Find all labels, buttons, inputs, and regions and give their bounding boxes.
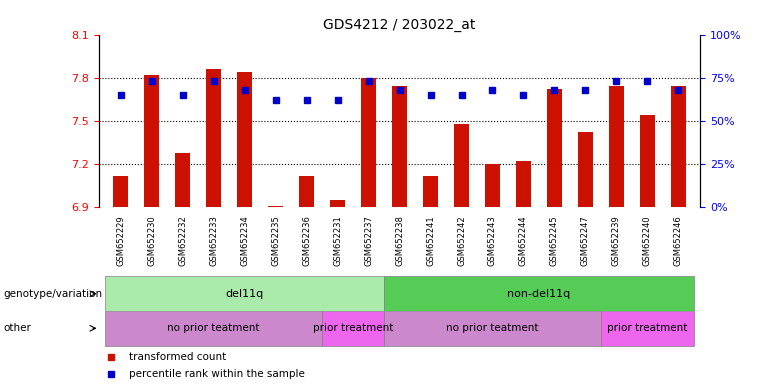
Bar — [454, 124, 470, 207]
Text: no prior teatment: no prior teatment — [446, 323, 539, 333]
Title: GDS4212 / 203022_at: GDS4212 / 203022_at — [323, 18, 476, 32]
Bar — [609, 86, 624, 207]
Bar — [601, 311, 694, 346]
Bar — [268, 206, 283, 207]
Bar — [205, 69, 221, 207]
Bar — [392, 86, 407, 207]
Text: other: other — [4, 323, 32, 333]
Bar — [175, 152, 190, 207]
Bar — [322, 311, 384, 346]
Bar — [144, 75, 159, 207]
Bar — [384, 311, 601, 346]
Bar — [670, 86, 686, 207]
Bar — [423, 175, 438, 207]
Bar — [113, 175, 129, 207]
Text: prior treatment: prior treatment — [607, 323, 688, 333]
Text: genotype/variation: genotype/variation — [4, 289, 103, 299]
Text: non-del11q: non-del11q — [508, 289, 571, 299]
Text: prior treatment: prior treatment — [313, 323, 393, 333]
Text: no prior teatment: no prior teatment — [167, 323, 260, 333]
Bar — [105, 276, 384, 311]
Bar — [299, 175, 314, 207]
Bar — [384, 276, 694, 311]
Bar — [640, 115, 655, 207]
Bar — [361, 78, 376, 207]
Bar — [105, 311, 322, 346]
Bar — [578, 132, 594, 207]
Text: transformed count: transformed count — [129, 352, 226, 362]
Bar — [546, 89, 562, 207]
Text: del11q: del11q — [225, 289, 264, 299]
Bar — [237, 72, 253, 207]
Bar — [330, 200, 345, 207]
Bar — [485, 164, 500, 207]
Bar — [516, 161, 531, 207]
Text: percentile rank within the sample: percentile rank within the sample — [129, 369, 305, 379]
